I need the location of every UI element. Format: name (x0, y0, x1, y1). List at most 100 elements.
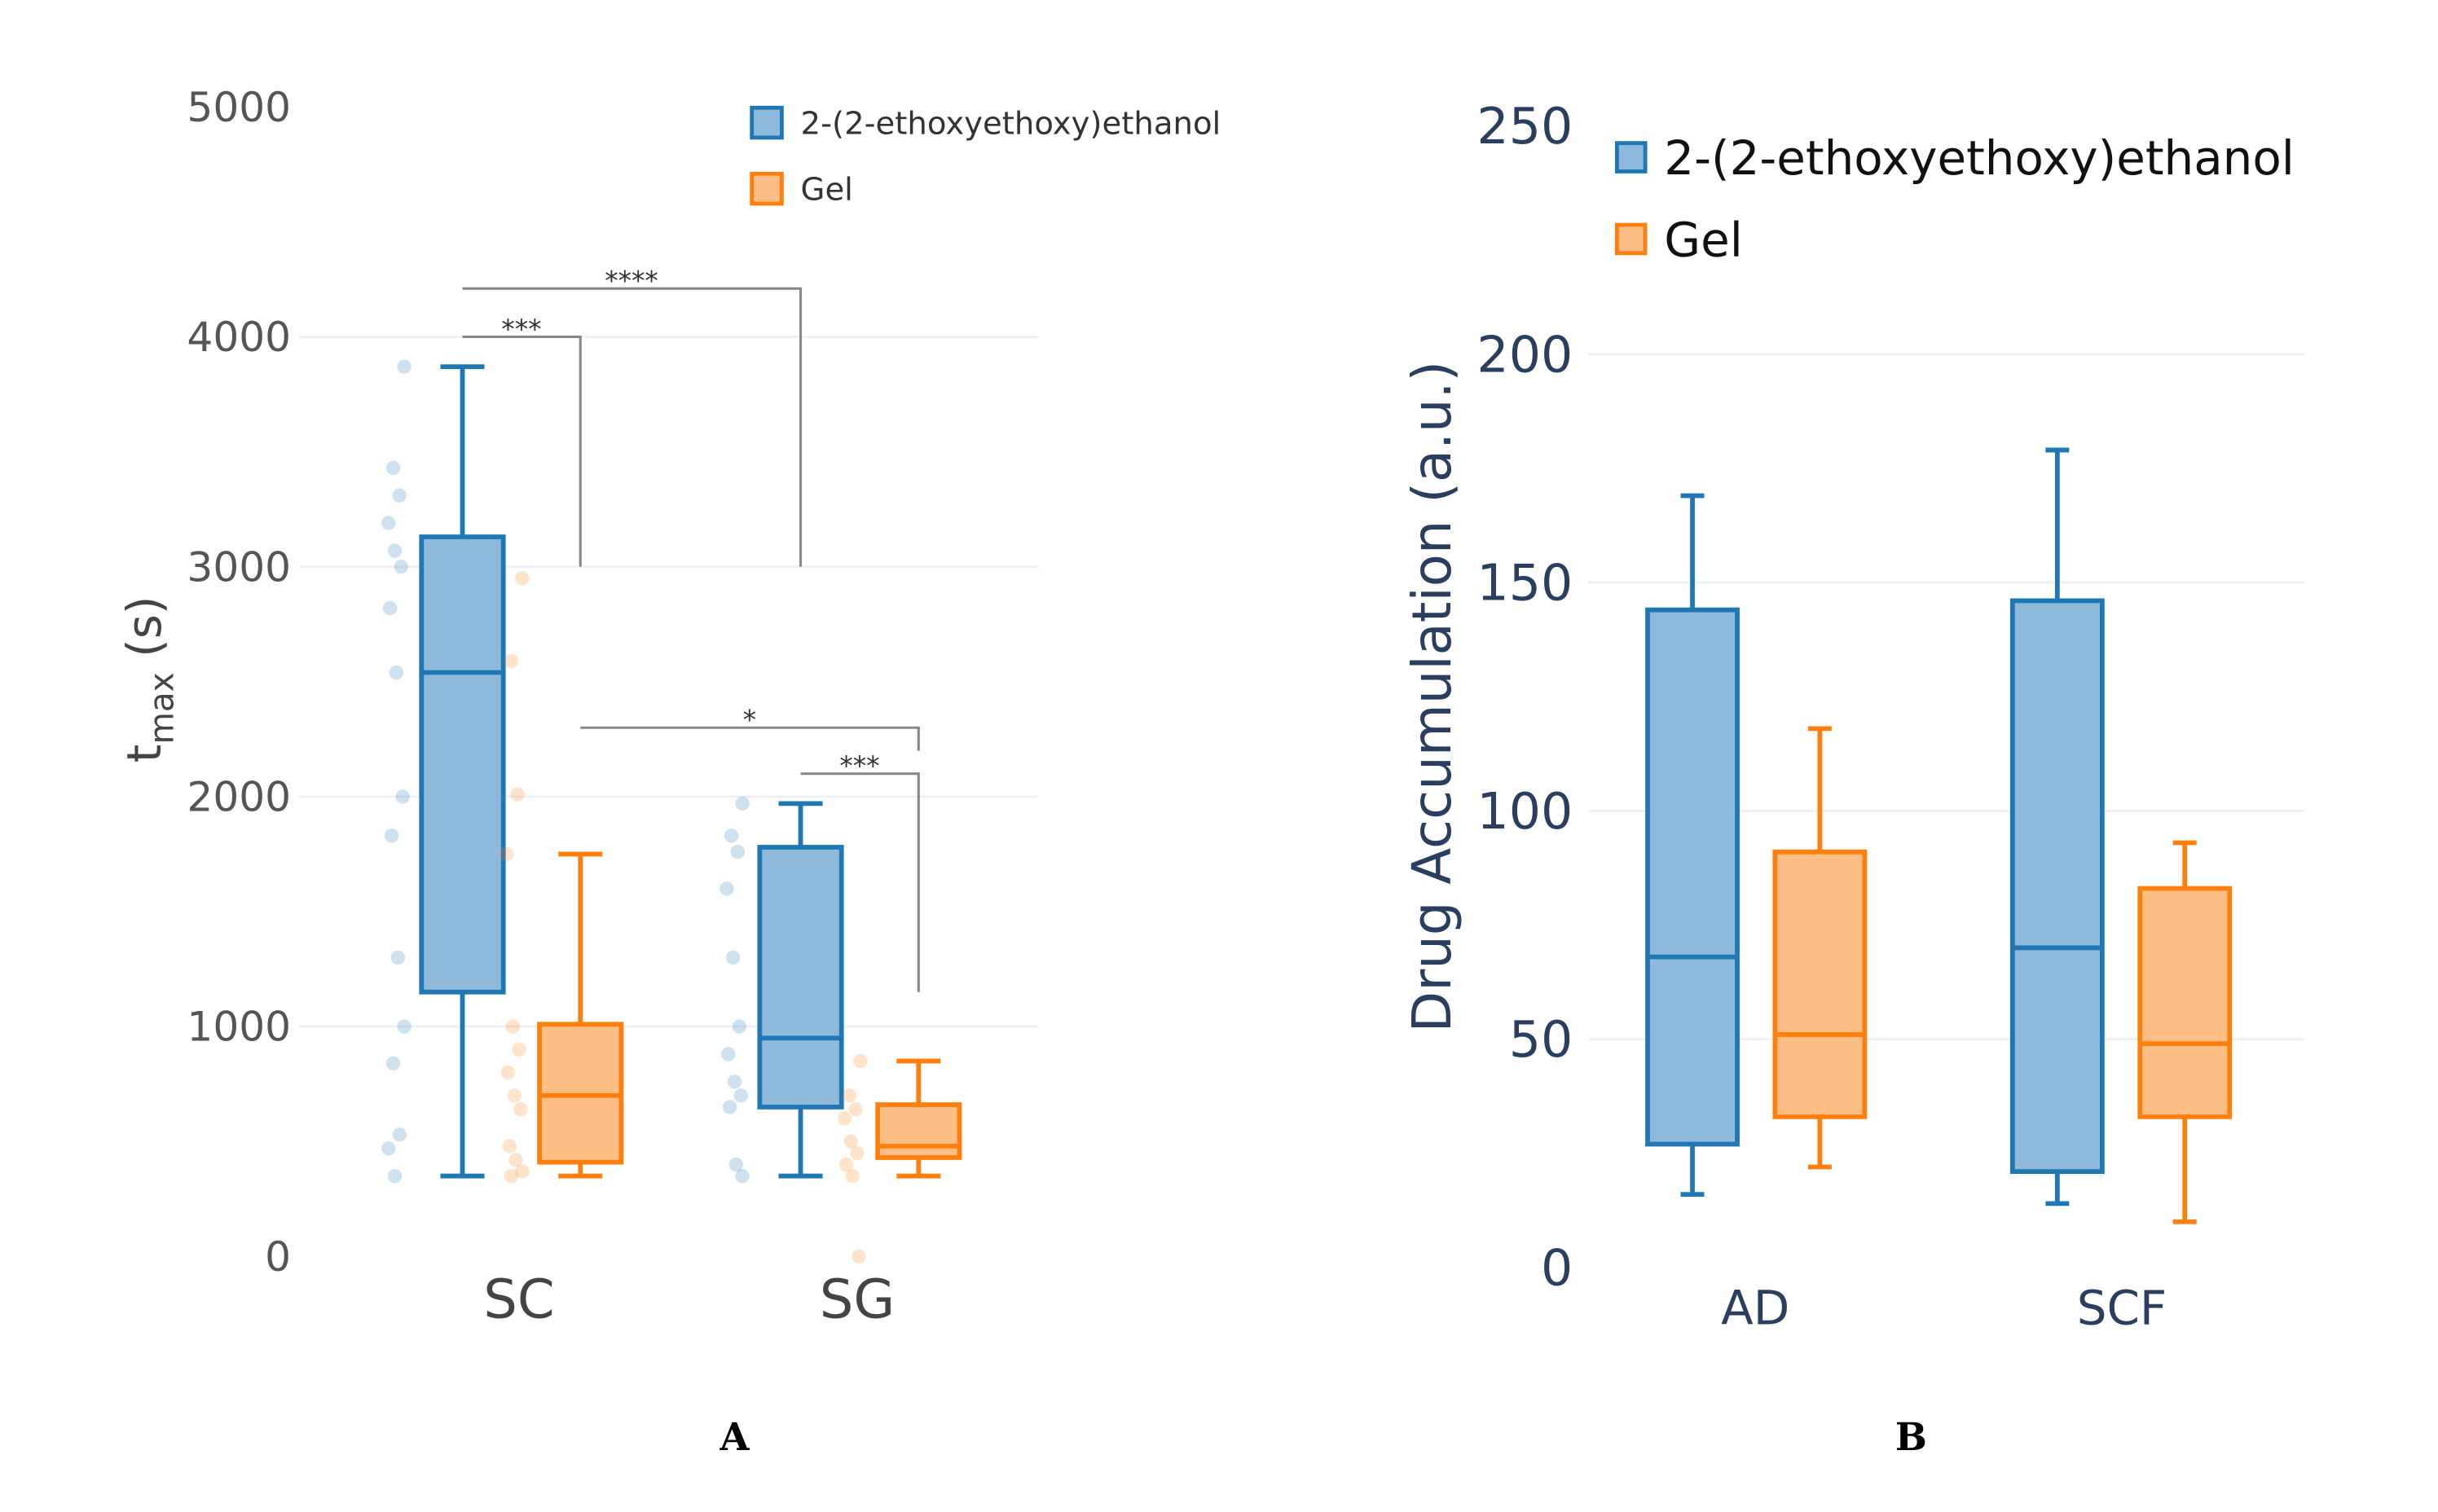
y-tick-label: 4000 (187, 313, 291, 361)
data-point (735, 1168, 750, 1184)
iqr-box (419, 534, 506, 995)
data-point (392, 1127, 407, 1142)
data-point (733, 1088, 748, 1103)
data-point (387, 543, 403, 558)
y-tick-label: 200 (1476, 325, 1573, 384)
iqr-box (2137, 886, 2233, 1119)
data-point (848, 1102, 863, 1117)
data-point (510, 787, 525, 802)
significance-bracket: **** (462, 266, 803, 567)
data-point (507, 1088, 521, 1103)
y-tick-label: 5000 (187, 83, 291, 131)
iqr-box (1645, 607, 1740, 1147)
data-point (508, 1153, 523, 1167)
bracket-line (800, 772, 920, 992)
legend-swatch (750, 105, 784, 140)
data-point (381, 1141, 396, 1156)
y-axis-title-main: t (117, 745, 172, 763)
iqr-box (1772, 849, 1868, 1119)
panel-b-chart: 0 50 100 150 200 250 Drug Accumulation (a.u.) A… (1402, 97, 2304, 1335)
data-point (502, 1139, 517, 1154)
data-point (722, 1100, 737, 1114)
y-tick-label: 100 (1476, 782, 1573, 841)
data-point (732, 1019, 746, 1034)
y-tick-label: 3000 (187, 543, 291, 591)
data-point (721, 1047, 736, 1061)
data-point (381, 516, 396, 530)
box-SCF-gel (2137, 840, 2233, 1224)
data-point (515, 1164, 530, 1179)
data-point (392, 488, 407, 503)
y-axis-title: Drug Accumulation (a.u.) (1402, 361, 1463, 1032)
y-tick-label: 50 (1509, 1010, 1573, 1069)
significance-bracket: *** (462, 314, 582, 567)
box-SCF-ethoxy (2009, 447, 2105, 1207)
data-point (853, 1053, 868, 1069)
data-point (843, 1134, 858, 1149)
significance-label: **** (605, 266, 658, 297)
y-axis-title-subscript: max (142, 672, 181, 744)
significance-bracket: *** (800, 751, 920, 992)
significance-label: *** (839, 751, 879, 782)
panel-label-a: A (719, 1415, 750, 1459)
x-tick-label: AD (1721, 1280, 1789, 1335)
data-point (387, 1168, 403, 1184)
box-SG-gel (837, 1053, 962, 1264)
data-point (850, 1145, 865, 1161)
significance-label: * (743, 705, 756, 736)
box-SC-ethoxy (381, 359, 506, 1184)
data-point (842, 1088, 857, 1103)
data-point (725, 950, 741, 965)
y-axis-title: tmax (s) (117, 596, 181, 763)
legend-label: 2-(2-ethoxyethoxy)ethanol (1664, 130, 2295, 186)
data-point (838, 1157, 854, 1172)
legend-swatch (1614, 141, 1648, 174)
bracket-line (580, 726, 920, 751)
y-tick-label: 0 (1541, 1238, 1573, 1297)
bracket-line (462, 335, 582, 567)
data-point (390, 950, 406, 965)
iqr-box (875, 1102, 962, 1160)
x-tick-label: SCF (2077, 1280, 2167, 1335)
significance-bracket: * (580, 705, 920, 751)
data-point (513, 1102, 528, 1117)
data-point (397, 359, 411, 374)
data-point (500, 1065, 516, 1080)
data-point (504, 653, 519, 669)
box-SC-gel (499, 571, 624, 1184)
iqr-box (2009, 598, 2105, 1175)
data-point (385, 460, 401, 476)
data-point (735, 796, 750, 811)
data-point (845, 1168, 860, 1184)
y-axis-title-unit: (s) (117, 596, 172, 673)
data-point (728, 1157, 744, 1172)
data-point (394, 559, 408, 574)
data-point (515, 571, 530, 586)
data-point (395, 789, 410, 804)
panel-label-b: B (1895, 1415, 1927, 1459)
data-point (730, 844, 746, 859)
data-point (727, 1075, 742, 1089)
data-point (505, 1019, 520, 1034)
legend-label: Gel (801, 172, 853, 209)
box-AD-ethoxy (1645, 493, 1740, 1198)
data-point (385, 1056, 401, 1070)
legend-swatch (750, 171, 784, 206)
y-tick-label: 250 (1476, 97, 1573, 156)
y-tick-label: 0 (265, 1233, 291, 1281)
box-SG-ethoxy (720, 796, 844, 1184)
data-point (512, 1042, 526, 1057)
data-point (724, 829, 739, 843)
x-tick-label: SC (483, 1269, 554, 1331)
data-point (720, 881, 734, 896)
legend-label: 2-(2-ethoxyethoxy)ethanol (801, 105, 1221, 142)
significance-label: *** (501, 314, 541, 345)
data-point (504, 1168, 519, 1184)
data-point (389, 665, 404, 680)
data-point (837, 1111, 852, 1126)
panel-a-chart: 0 1000 2000 3000 4000 5000 tmax (s) SC SG 2-(2-et… (117, 83, 1221, 1331)
data-point (499, 846, 514, 862)
y-tick-label: 1000 (187, 1003, 291, 1051)
data-point (852, 1249, 866, 1264)
